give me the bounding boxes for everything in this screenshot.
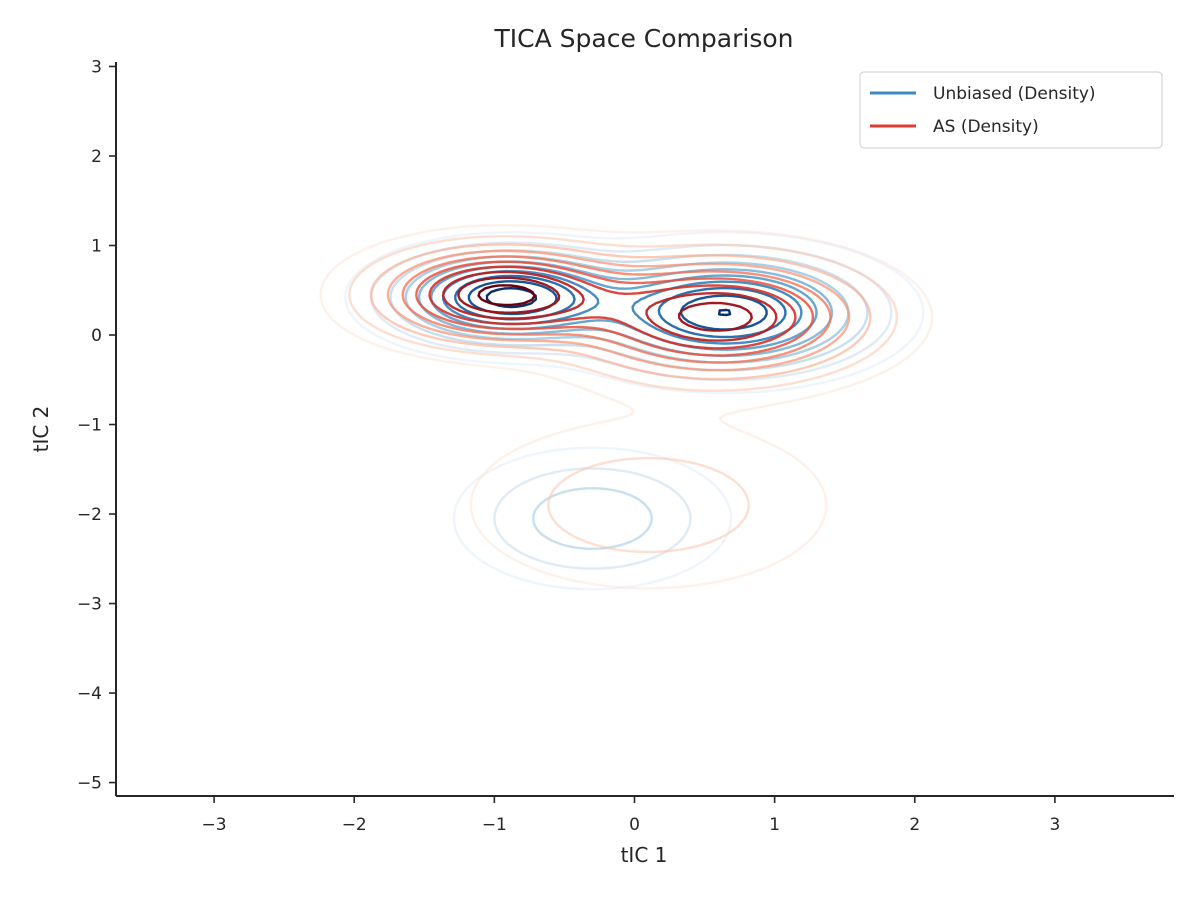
- chart-title: TICA Space Comparison: [494, 24, 794, 53]
- x-ticks: −3 −2 −1 0 1 2 3: [202, 796, 1060, 835]
- legend-box: [859, 71, 1163, 149]
- y-ticks: 3 2 1 0 −1 −2 −3 −4 −5: [77, 57, 116, 794]
- contour-level-1: [348, 235, 898, 554]
- axes: [115, 62, 1174, 797]
- y-tick-label: −3: [77, 595, 102, 615]
- y-tick-label: −1: [77, 416, 102, 436]
- legend: Unbiased (Density) AS (Density): [859, 71, 1163, 149]
- contour-level-1: [370, 241, 893, 570]
- x-tick-label: −1: [482, 815, 507, 835]
- x-tick-label: −2: [342, 815, 367, 835]
- contour-level-7: [442, 270, 778, 342]
- contour-series-1: [319, 224, 934, 590]
- legend-label-unbiased: Unbiased (Density): [933, 84, 1096, 104]
- contour-level-0: [344, 231, 925, 591]
- contour-level-8: [457, 276, 753, 332]
- contour-layers: [319, 224, 934, 591]
- y-tick-label: 1: [91, 237, 102, 257]
- contour-level-4: [401, 255, 832, 364]
- y-tick-label: 0: [91, 326, 102, 346]
- contour-level-0: [319, 224, 934, 590]
- y-tick-label: −2: [77, 505, 102, 525]
- x-tick-label: 2: [909, 815, 920, 835]
- contour-level-6: [428, 265, 797, 350]
- contour-level-5: [415, 260, 815, 357]
- x-tick-label: 0: [629, 815, 640, 835]
- legend-label-as: AS (Density): [933, 117, 1039, 137]
- contour-level-2: [369, 243, 872, 381]
- y-tick-label: 3: [91, 57, 102, 77]
- y-axis-label: tIC 2: [29, 406, 53, 453]
- x-tick-label: −3: [202, 815, 227, 835]
- contour-level-9: [477, 284, 536, 307]
- contour-level-3: [386, 249, 851, 372]
- y-tick-label: 2: [91, 147, 102, 167]
- x-tick-label: 1: [769, 815, 780, 835]
- y-tick-label: −4: [77, 684, 102, 704]
- x-tick-label: 3: [1049, 815, 1060, 835]
- y-tick-label: −5: [77, 774, 102, 794]
- x-axis-label: tIC 1: [621, 843, 668, 867]
